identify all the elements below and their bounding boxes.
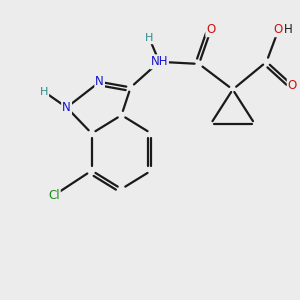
Text: O: O <box>288 79 297 92</box>
Text: H: H <box>145 33 154 43</box>
Text: O: O <box>274 23 283 36</box>
Text: NH: NH <box>151 55 168 68</box>
Text: N: N <box>95 75 104 88</box>
Text: N: N <box>62 101 71 114</box>
Text: H: H <box>40 87 48 97</box>
Text: Cl: Cl <box>48 189 60 202</box>
Text: H: H <box>284 23 293 36</box>
Text: N: N <box>62 101 71 114</box>
Text: O: O <box>206 23 215 36</box>
